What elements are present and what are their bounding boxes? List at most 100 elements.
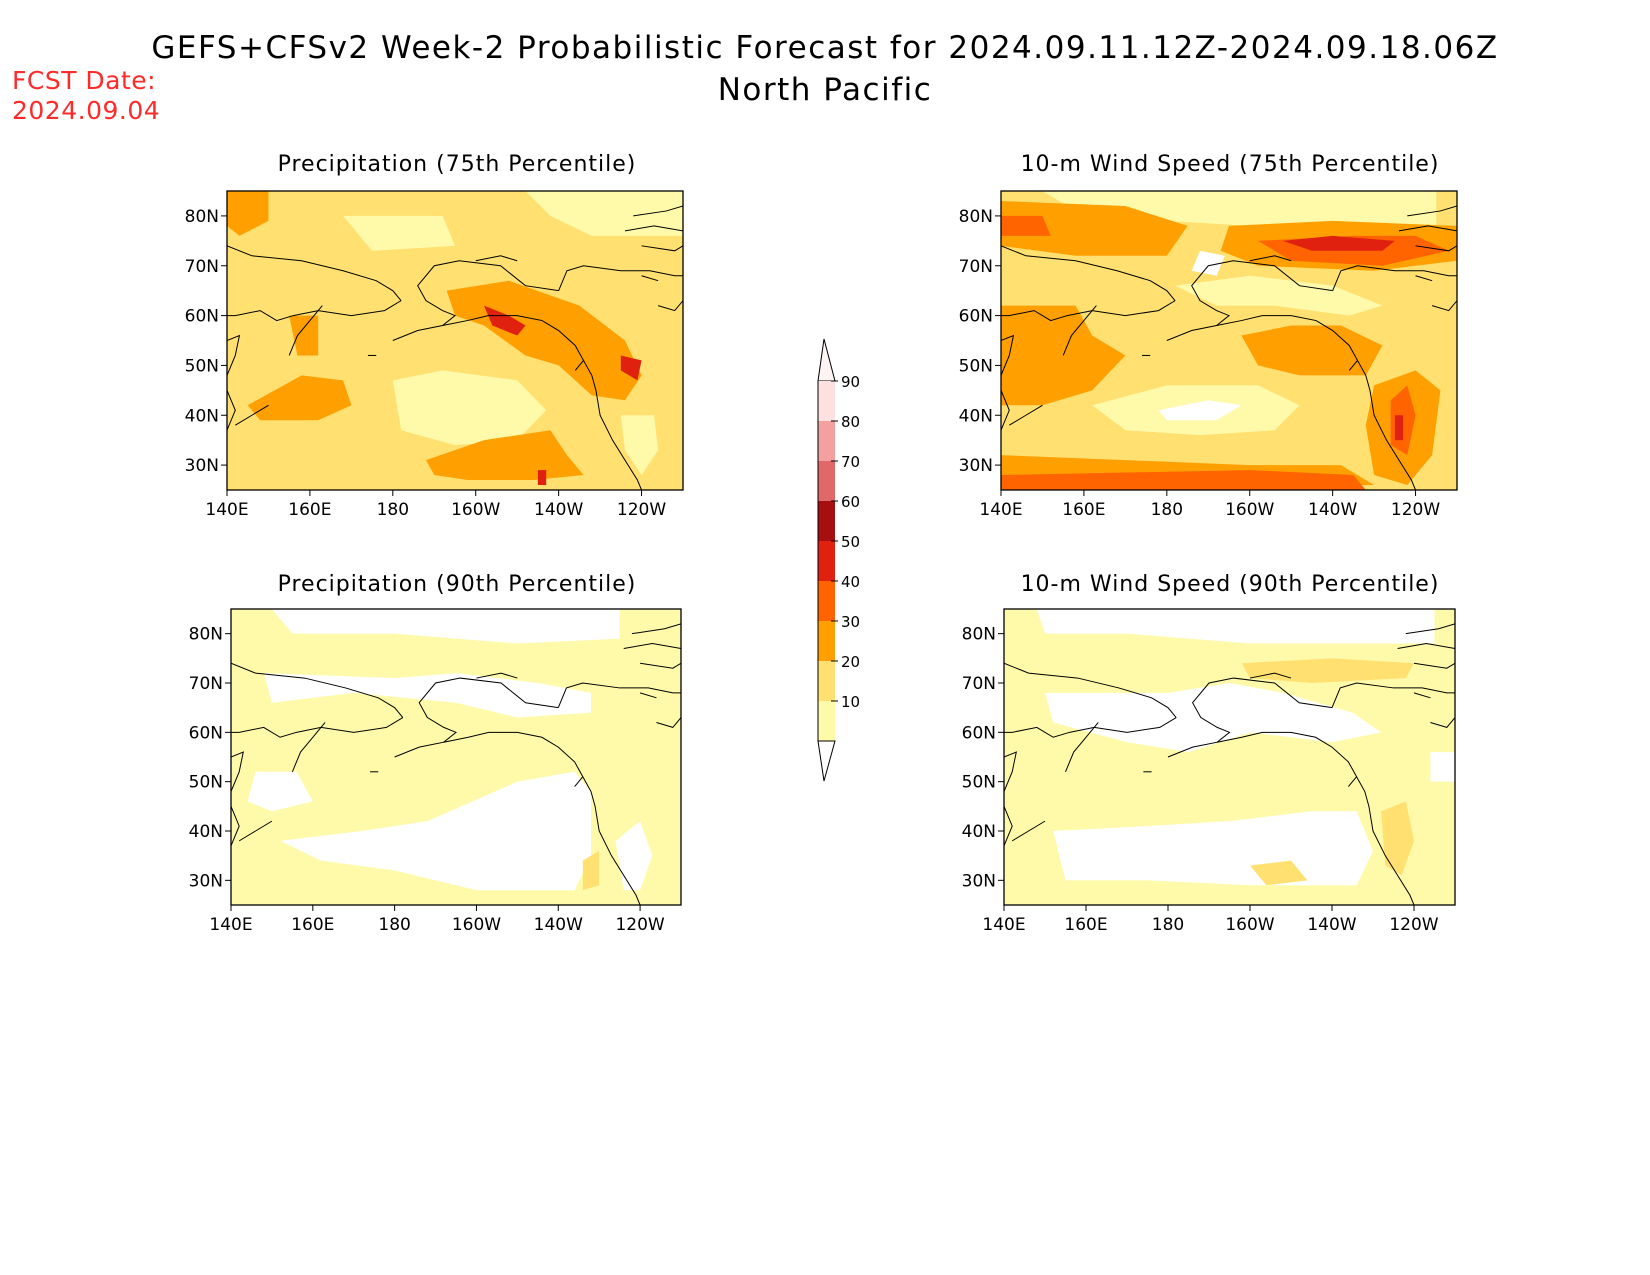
panel-title-precip-75: Precipitation (75th Percentile)	[277, 152, 637, 177]
lon-label: 180	[1152, 915, 1184, 935]
shaded-region	[343, 215, 455, 251]
coastline	[392, 260, 559, 341]
coastline	[623, 643, 681, 649]
shaded-region	[247, 771, 313, 812]
coastline	[1004, 717, 1177, 738]
map-panel-wind-90: 80N 70N 60N 50N 40N 30N 140E 160E 180 160W 140W 120…	[962, 608, 1456, 935]
lon-label: 160W	[451, 500, 500, 520]
shaded-region	[1381, 801, 1414, 876]
lat-label: 40N	[959, 406, 993, 426]
shaded-region	[1001, 470, 1366, 490]
fcst-date-value: 2024.09.04	[12, 96, 161, 125]
lon-label: 120W	[1391, 500, 1440, 520]
coastline	[475, 255, 518, 262]
lon-label: 140W	[534, 500, 583, 520]
coastline	[231, 751, 244, 792]
lat-label: 30N	[959, 456, 993, 476]
colorbar-segment	[818, 461, 835, 501]
shaded-region	[582, 850, 600, 891]
coastline	[1348, 360, 1358, 371]
map-frame	[230, 608, 682, 906]
lat-label: 50N	[959, 356, 993, 376]
panel-title-wind-75: 10-m Wind Speed (75th Percentile)	[1020, 152, 1440, 177]
map-panel-precip-90: 80N 70N 60N 50N 40N 30N 140E 160E 180 160W 140W 120…	[189, 608, 682, 935]
coastline	[641, 245, 683, 252]
lat-label: 30N	[185, 456, 219, 476]
lon-label: 140W	[1308, 500, 1357, 520]
chart-title: GEFS+CFSv2 Week-2 Probabilistic Forecast…	[151, 30, 1499, 66]
lat-label: 80N	[962, 625, 996, 645]
lat-label: 80N	[959, 207, 993, 227]
shaded-region	[425, 430, 584, 481]
shaded-region	[1045, 683, 1382, 753]
coastline	[1415, 275, 1433, 282]
coastline	[1001, 300, 1176, 322]
lat-label: 70N	[962, 674, 996, 694]
coastline	[235, 404, 269, 426]
lat-label: 60N	[962, 723, 996, 743]
shaded-region	[1394, 415, 1404, 441]
map-frame	[226, 190, 684, 491]
coastline	[1348, 776, 1357, 787]
colorbar-label: 50	[841, 533, 860, 551]
lat-label: 30N	[189, 871, 223, 891]
lon-label: 120W	[615, 915, 664, 935]
shaded-region	[1430, 752, 1455, 782]
lon-label: 160E	[291, 915, 334, 935]
coastline	[1167, 677, 1333, 758]
colorbar-label: 30	[841, 613, 860, 631]
coastline	[1413, 692, 1431, 699]
lon-label: 160W	[452, 915, 501, 935]
map-frame	[1000, 190, 1458, 491]
coastline	[1009, 404, 1043, 426]
colorbar: 90 80 70 60 50 40 30 20 10	[817, 338, 860, 782]
lon-label: 160E	[288, 500, 331, 520]
coastline	[656, 717, 681, 728]
coastline	[639, 692, 657, 699]
lon-label: 160W	[1225, 500, 1274, 520]
colorbar-bottom-triangle	[817, 740, 836, 782]
lon-label: 140W	[1307, 915, 1356, 935]
map-panel-precip-75: 80N 70N 60N 50N 40N 30N 140E 160E 180 160W 140W 120…	[185, 190, 684, 520]
coastline	[1407, 205, 1457, 217]
shaded-region	[484, 305, 526, 336]
shaded-region	[1001, 215, 1051, 236]
coastline	[227, 245, 402, 301]
coastline	[1004, 662, 1177, 718]
lon-label: 160E	[1062, 500, 1105, 520]
shaded-region	[620, 355, 642, 381]
shaded-region	[1250, 860, 1308, 886]
coastline	[227, 390, 236, 431]
coastline	[1249, 255, 1292, 262]
coastline	[231, 806, 240, 846]
shaded-region	[1241, 325, 1383, 376]
coastline	[231, 717, 404, 738]
coastline	[1062, 305, 1097, 356]
colorbar-segment	[818, 501, 835, 541]
coastline	[631, 623, 681, 635]
panel-title-wind-90: 10-m Wind Speed (90th Percentile)	[1020, 572, 1440, 597]
coastline	[1249, 672, 1292, 679]
lon-label: 140E	[979, 500, 1022, 520]
panel-title-precip-90: Precipitation (90th Percentile)	[277, 572, 637, 597]
colorbar-segment	[818, 621, 835, 661]
shaded-region	[227, 191, 269, 236]
lon-label: 180	[378, 915, 410, 935]
colorbar-segment	[818, 381, 835, 421]
shaded-region	[1001, 335, 1051, 376]
coastline	[657, 300, 683, 312]
coastline	[1001, 390, 1010, 431]
fcst-date-label: FCST Date:	[12, 66, 157, 95]
forecast-date-stamp: FCST Date: 2024.09.04	[12, 66, 160, 126]
map-frame	[1003, 608, 1456, 906]
coastline	[1397, 643, 1455, 649]
coastline	[1415, 245, 1457, 252]
colorbar-label: 10	[841, 693, 860, 711]
lat-label: 70N	[189, 674, 223, 694]
coastline	[227, 300, 402, 322]
shaded-region	[615, 821, 653, 891]
coastline	[238, 820, 273, 842]
coastline	[1431, 300, 1457, 312]
coastline	[1398, 225, 1457, 232]
